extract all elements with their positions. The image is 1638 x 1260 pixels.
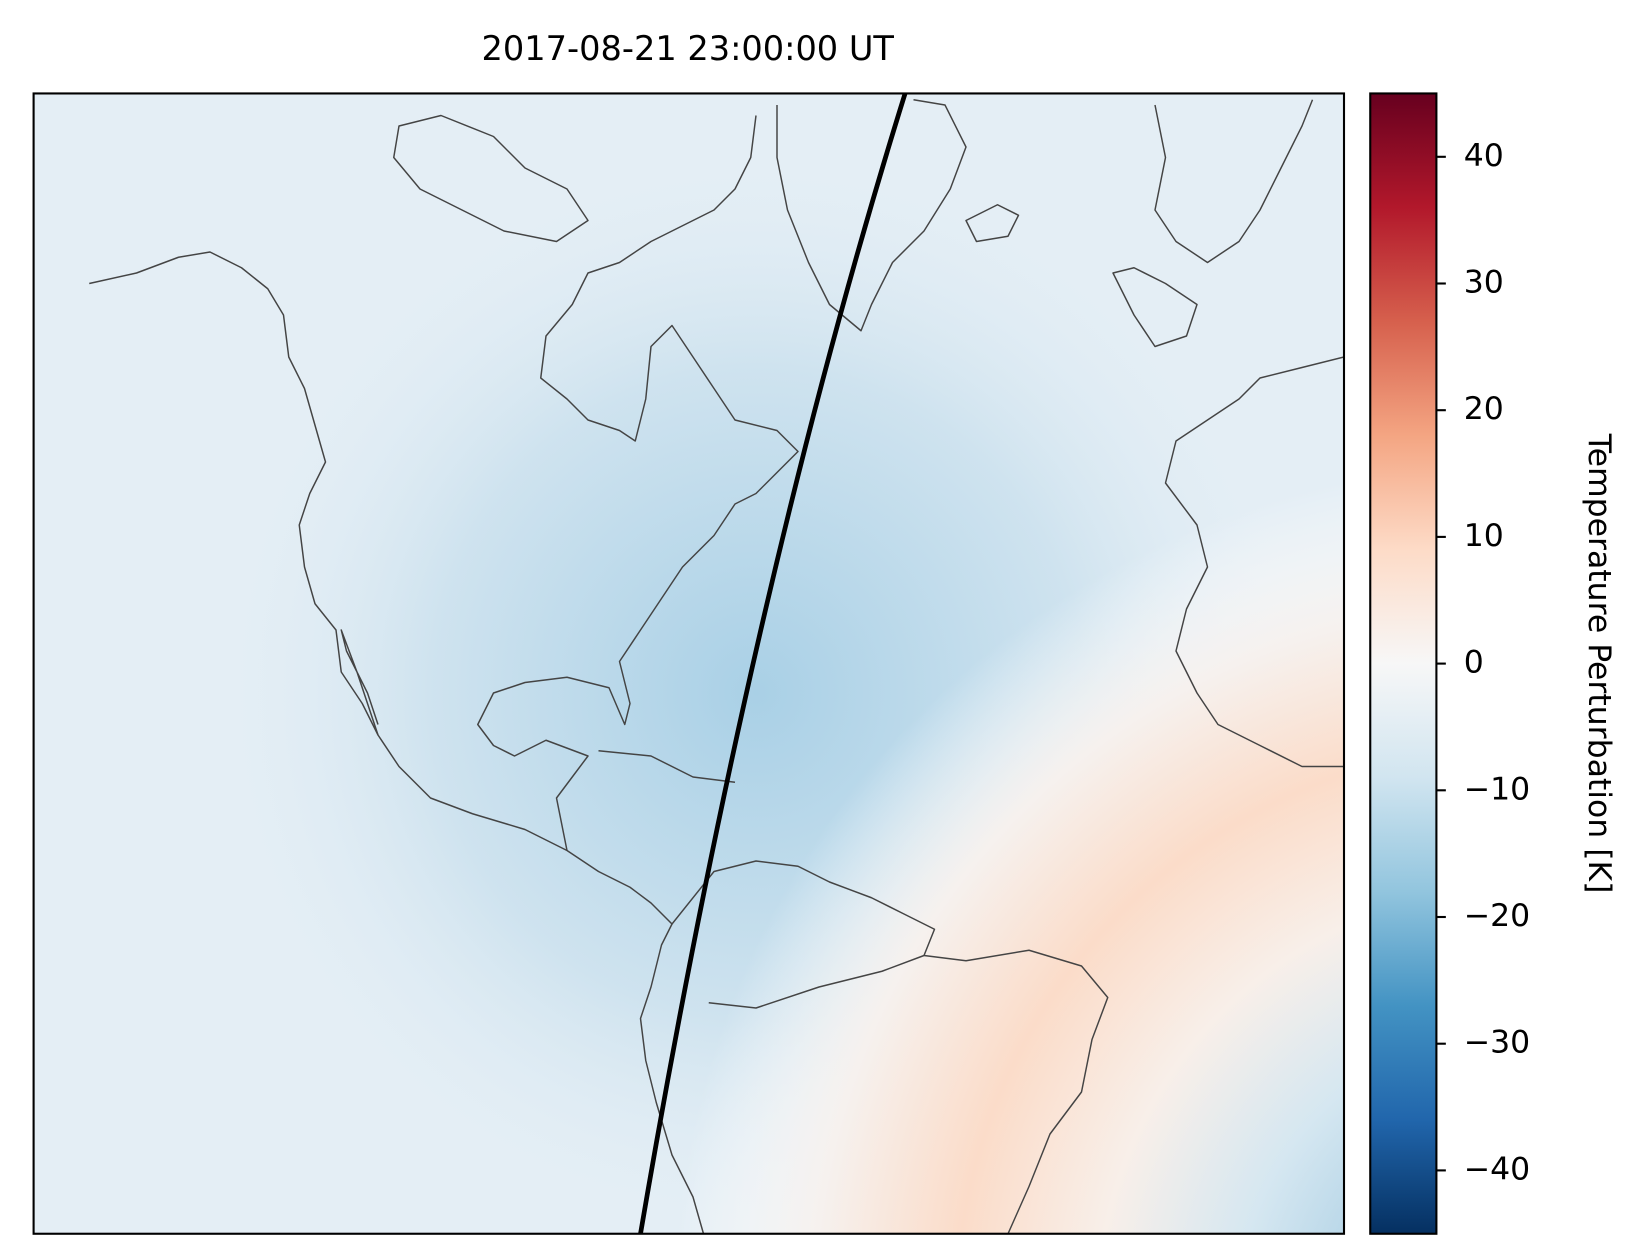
coastline xyxy=(965,204,1020,243)
terminator-line xyxy=(638,93,908,1234)
coastline xyxy=(340,629,379,736)
map-frame xyxy=(32,92,1346,1235)
coastline xyxy=(776,99,967,332)
colorbar-tick-label: 40 xyxy=(1464,138,1504,174)
coastline xyxy=(477,115,799,851)
colorbar-tick-label: −20 xyxy=(1464,898,1530,934)
colorbar-tick-label: 0 xyxy=(1464,645,1484,681)
colorbar: Temperature Perturbation [K] −40 −30 −20 −1… xyxy=(1369,92,1617,1235)
colorbar-tick-label: 30 xyxy=(1464,265,1504,301)
map xyxy=(33,93,1344,1234)
colorbar-tick-label: 20 xyxy=(1464,391,1504,427)
colorbar-tick-label: −40 xyxy=(1464,1151,1530,1187)
coastline xyxy=(1112,267,1198,348)
coastline xyxy=(1164,356,1344,768)
coastline xyxy=(89,251,705,1234)
coastline xyxy=(598,750,736,783)
colorbar-tick-label: −30 xyxy=(1464,1025,1530,1061)
colorbar-label: Temperature Perturbation [K] xyxy=(1581,433,1617,894)
warm-anomaly xyxy=(33,93,1344,1234)
title: 2017-08-21 23:00:00 UT xyxy=(482,29,895,68)
coastline xyxy=(671,860,1109,1234)
coastline xyxy=(1154,99,1314,264)
colorbar-scale xyxy=(1369,92,1438,1235)
colorbar-tick-label: −10 xyxy=(1464,771,1530,807)
coastline xyxy=(708,954,925,1009)
colorbar-tick-label: 10 xyxy=(1464,518,1504,554)
coastline xyxy=(393,114,589,243)
